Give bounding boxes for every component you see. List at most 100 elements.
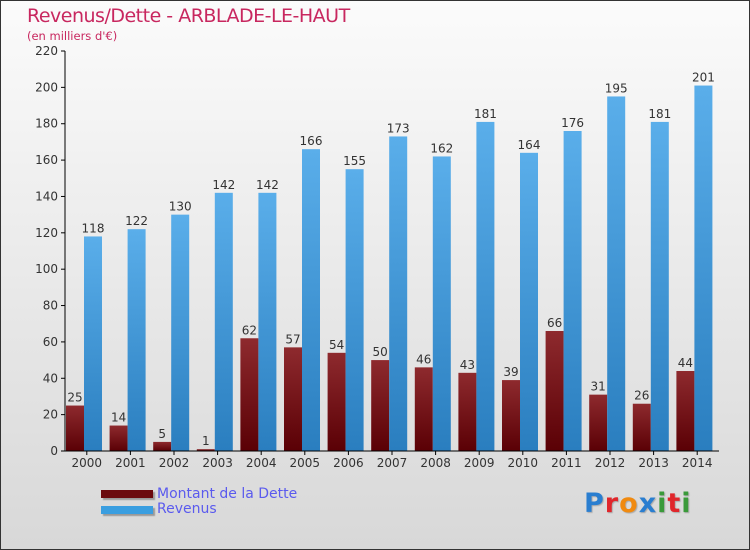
debt-value-label: 31 bbox=[591, 380, 606, 394]
revenus-bar bbox=[694, 85, 713, 451]
logo-letter: i bbox=[657, 488, 668, 519]
y-tick-label: 200 bbox=[35, 80, 58, 94]
debt-bar bbox=[240, 338, 259, 451]
x-tick-label: 2005 bbox=[290, 456, 321, 470]
revenus-bar bbox=[432, 156, 451, 452]
debt-bar bbox=[676, 371, 695, 451]
debt-value-label: 46 bbox=[416, 352, 431, 366]
x-tick-label: 2003 bbox=[202, 456, 233, 470]
debt-value-label: 1 bbox=[202, 434, 210, 448]
logo-letter: P bbox=[584, 488, 605, 519]
revenus-value-label: 181 bbox=[648, 107, 671, 121]
x-tick-label: 2006 bbox=[333, 456, 364, 470]
legend-swatch-debt bbox=[101, 490, 153, 498]
debt-value-label: 57 bbox=[285, 332, 300, 346]
revenus-bar bbox=[389, 136, 408, 452]
debt-value-label: 5 bbox=[158, 427, 166, 441]
debt-bar bbox=[545, 331, 564, 451]
debt-bar bbox=[371, 360, 390, 451]
y-tick-label: 40 bbox=[43, 371, 58, 385]
revenus-value-label: 142 bbox=[256, 178, 279, 192]
revenus-value-label: 166 bbox=[300, 134, 323, 148]
revenus-bar bbox=[84, 236, 102, 451]
chart-title: Revenus/Dette - ARBLADE-LE-HAUT bbox=[27, 5, 350, 27]
logo-letter: i bbox=[681, 488, 692, 519]
revenus-value-label: 173 bbox=[387, 121, 410, 135]
x-tick-label: 2007 bbox=[377, 456, 408, 470]
y-tick-label: 160 bbox=[35, 153, 58, 167]
debt-bar bbox=[632, 403, 651, 451]
revenus-value-label: 142 bbox=[212, 178, 235, 192]
debt-bar bbox=[458, 372, 477, 451]
debt-value-label: 44 bbox=[678, 356, 693, 370]
y-tick-label: 220 bbox=[35, 44, 58, 58]
debt-value-label: 66 bbox=[547, 316, 562, 330]
revenus-bar bbox=[214, 192, 233, 451]
chart-subtitle: (en milliers d'€) bbox=[27, 29, 118, 43]
x-tick-label: 2001 bbox=[115, 456, 146, 470]
revenus-bar bbox=[127, 229, 146, 451]
y-tick-label: 60 bbox=[43, 335, 58, 349]
legend-swatch-revenus bbox=[101, 506, 153, 514]
x-tick-label: 2011 bbox=[551, 456, 582, 470]
revenus-bar bbox=[258, 192, 277, 451]
debt-bar bbox=[327, 352, 346, 451]
revenus-bar bbox=[607, 96, 626, 452]
revenus-bar bbox=[171, 214, 190, 451]
debt-bar bbox=[502, 380, 520, 451]
revenus-value-label: 118 bbox=[82, 221, 105, 235]
revenus-value-label: 130 bbox=[169, 200, 192, 214]
y-tick-label: 180 bbox=[35, 117, 58, 131]
x-tick-label: 2004 bbox=[246, 456, 277, 470]
revenus-bar bbox=[345, 169, 364, 451]
debt-value-label: 14 bbox=[111, 411, 126, 425]
revenus-value-label: 176 bbox=[561, 116, 584, 130]
y-tick-label: 80 bbox=[43, 299, 58, 313]
legend-label-revenus: Revenus bbox=[157, 501, 217, 517]
y-tick-label: 0 bbox=[50, 444, 58, 458]
revenus-bar bbox=[650, 121, 669, 451]
debt-value-label: 25 bbox=[67, 391, 82, 405]
y-tick-label: 120 bbox=[35, 226, 58, 240]
revenus-value-label: 122 bbox=[125, 214, 148, 228]
y-tick-label: 140 bbox=[35, 189, 58, 203]
debt-value-label: 62 bbox=[242, 323, 257, 337]
logo-letter: o bbox=[619, 488, 639, 519]
debt-bar bbox=[153, 441, 172, 451]
revenus-bar bbox=[520, 152, 538, 451]
revenus-bar bbox=[476, 121, 495, 451]
proxiti-logo: Proxiti bbox=[584, 488, 692, 519]
revenus-value-label: 155 bbox=[343, 154, 366, 168]
x-tick-label: 2009 bbox=[464, 456, 495, 470]
debt-bar bbox=[66, 405, 84, 451]
debt-bar bbox=[589, 394, 608, 451]
debt-bar bbox=[414, 367, 433, 451]
revenus-value-label: 195 bbox=[605, 81, 628, 95]
x-tick-label: 2002 bbox=[159, 456, 190, 470]
revenus-bar bbox=[563, 131, 582, 451]
y-tick-label: 20 bbox=[43, 408, 58, 422]
legend-label-debt: Montant de la Dette bbox=[157, 486, 298, 502]
debt-bar bbox=[284, 347, 302, 451]
revenus-bar bbox=[302, 149, 320, 451]
logo-letter: x bbox=[638, 488, 658, 519]
y-tick-label: 100 bbox=[35, 262, 58, 276]
x-tick-label: 2012 bbox=[595, 456, 626, 470]
logo-letter: r bbox=[604, 488, 620, 519]
revenus-value-label: 164 bbox=[518, 138, 541, 152]
debt-bar bbox=[196, 449, 215, 451]
x-tick-label: 2000 bbox=[72, 456, 103, 470]
x-tick-label: 2010 bbox=[508, 456, 539, 470]
debt-bar bbox=[109, 425, 128, 451]
x-tick-label: 2008 bbox=[420, 456, 451, 470]
x-tick-label: 2014 bbox=[682, 456, 713, 470]
debt-value-label: 43 bbox=[460, 358, 475, 372]
revenus-value-label: 181 bbox=[474, 107, 497, 121]
logo-letter: t bbox=[667, 488, 682, 519]
x-tick-label: 2013 bbox=[638, 456, 669, 470]
debt-value-label: 50 bbox=[373, 345, 388, 359]
revenus-value-label: 201 bbox=[692, 71, 715, 85]
revenus-value-label: 162 bbox=[430, 141, 453, 155]
